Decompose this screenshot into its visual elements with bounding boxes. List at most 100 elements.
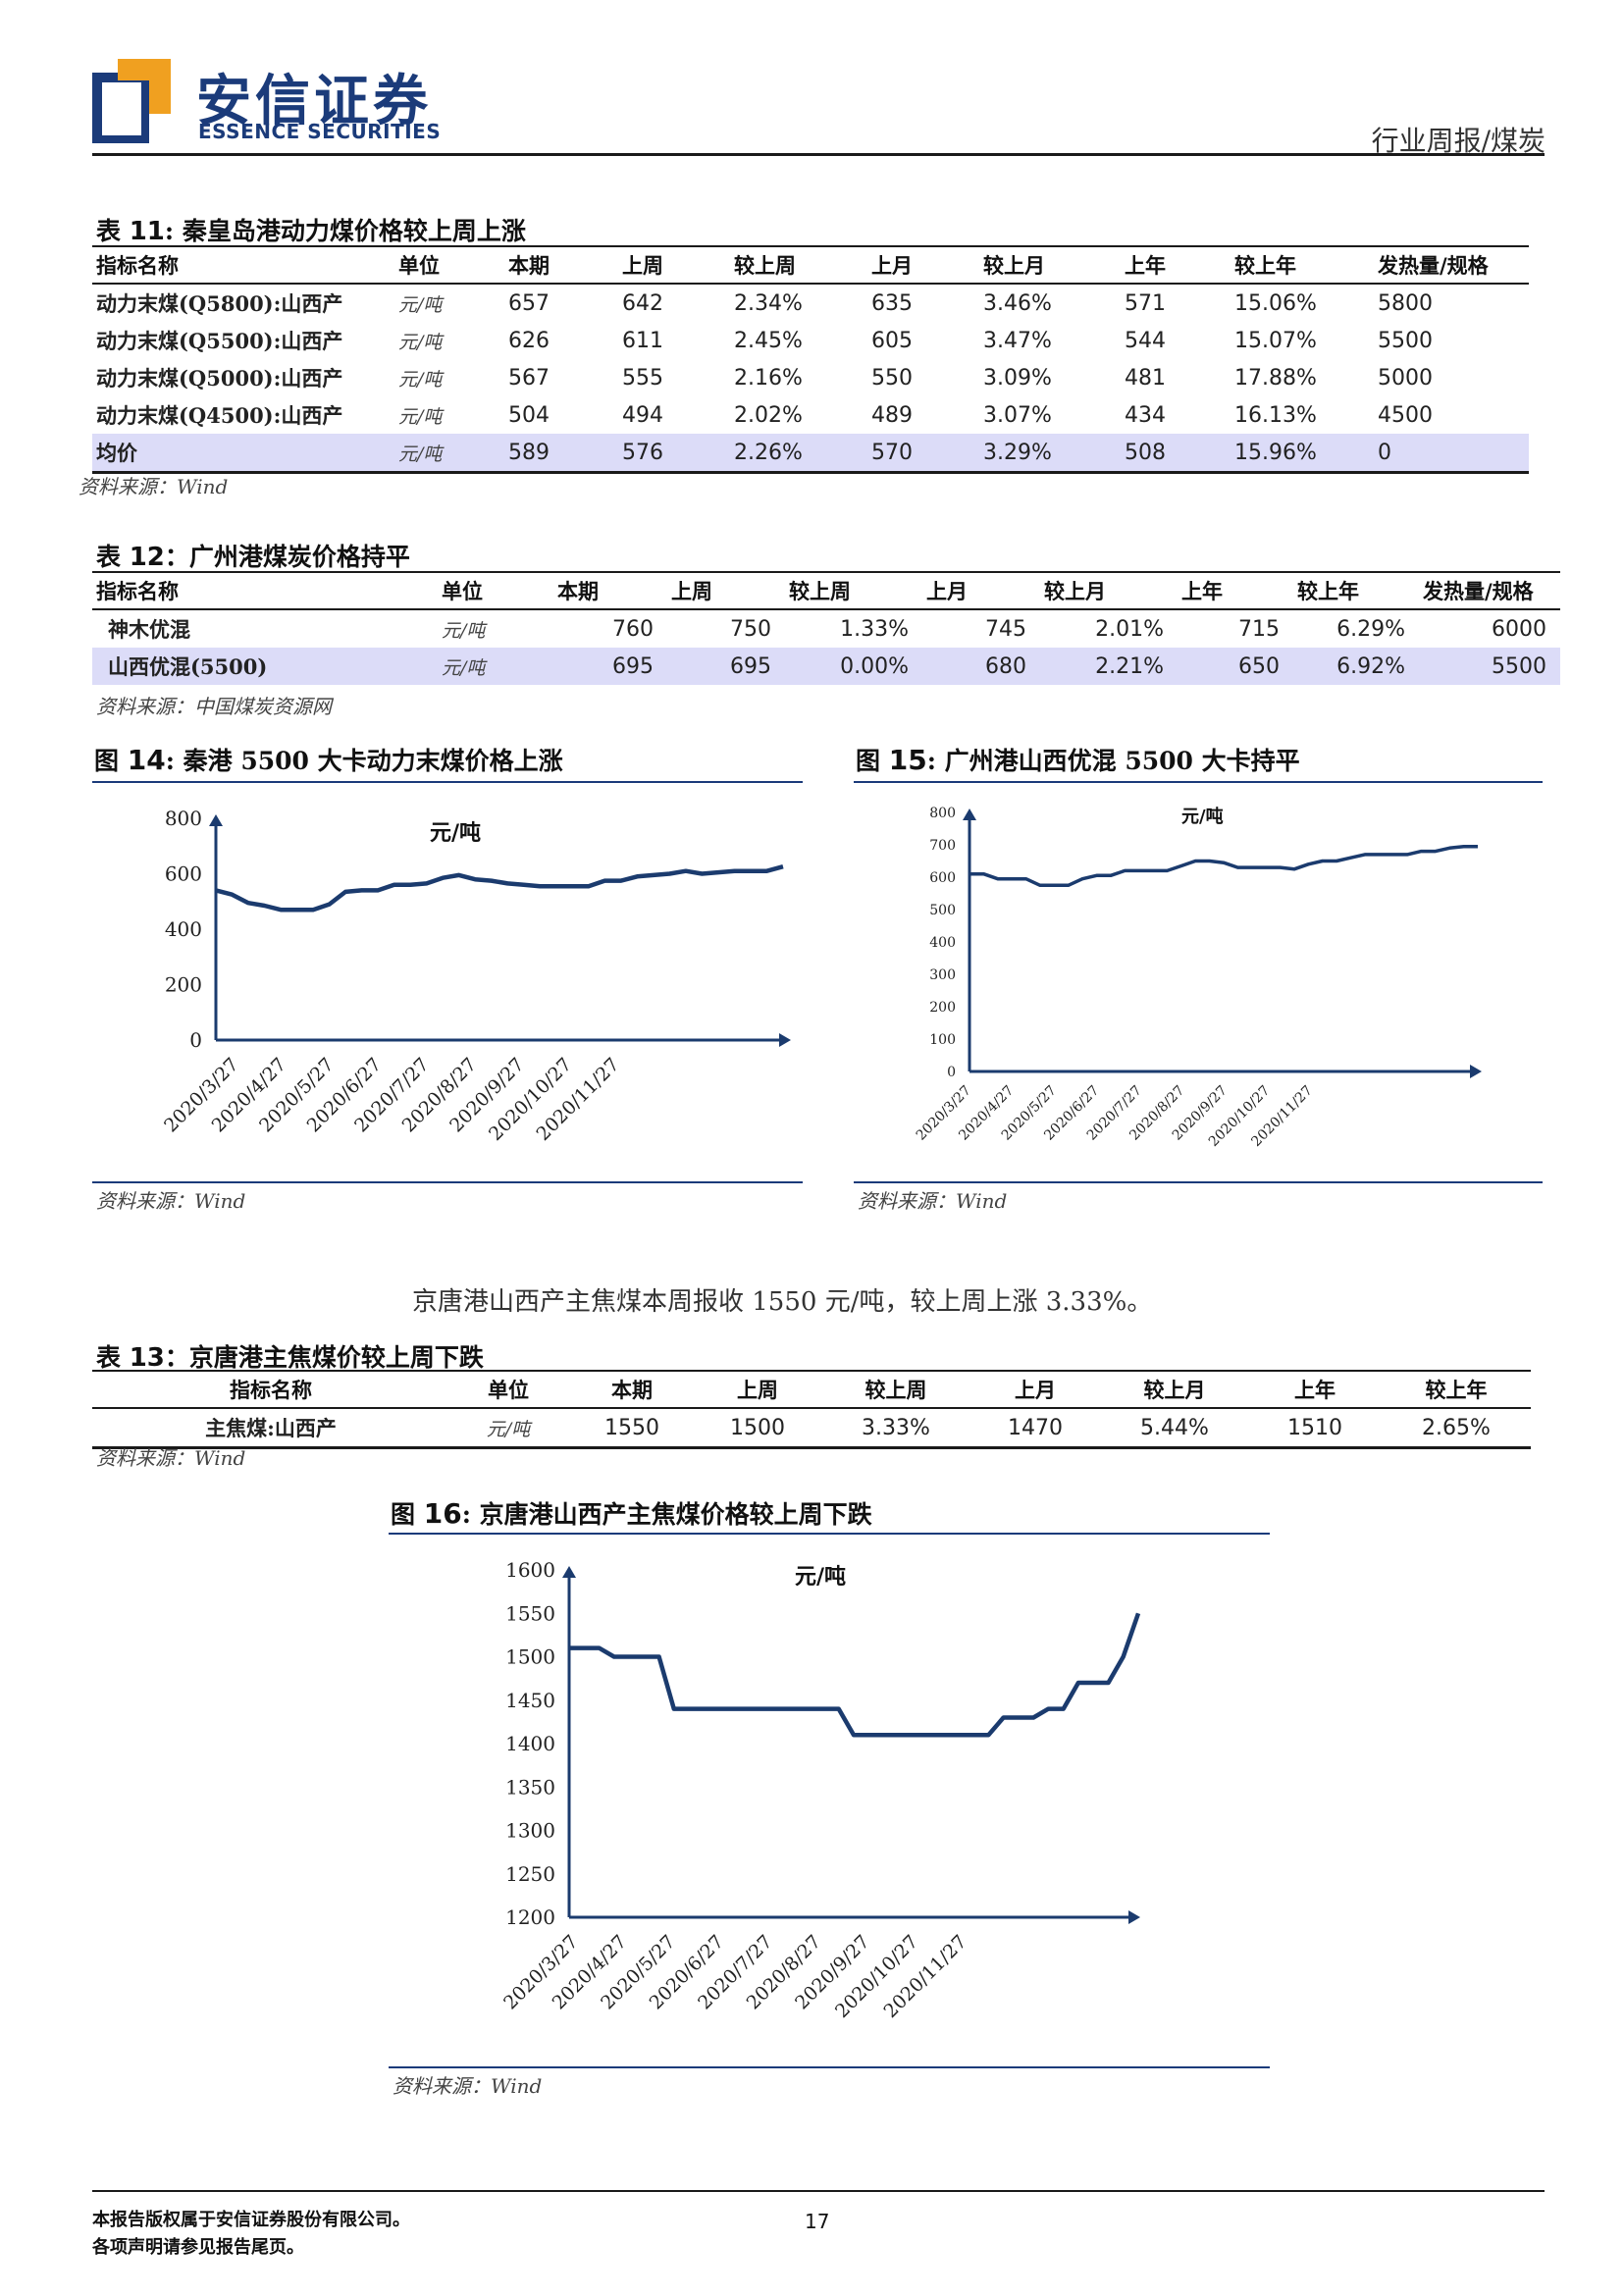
y-tick-label: 200 xyxy=(929,1000,956,1016)
series-line xyxy=(969,844,1478,888)
fig16-title: 图 16: 京唐港山西产主焦煤价格较上周下跌 xyxy=(391,1497,872,1530)
unit-cell: 元/吨 xyxy=(438,648,553,685)
table11-col-header: 本期 xyxy=(504,246,618,285)
y-tick-label: 0 xyxy=(947,1065,956,1080)
table12: 指标名称 单位 本期 上周 较上周 上月 较上月 上年 较上年 发热量/规格 神木优混 元/吨 760… xyxy=(92,571,1560,685)
unit-cell: 元/吨 xyxy=(398,331,443,353)
fig15-top-rule xyxy=(854,781,1543,783)
table13-col-header: 指标名称 xyxy=(92,1371,445,1409)
table12-col-header: 上月 xyxy=(922,572,1040,610)
value-cell: 6000 xyxy=(1492,616,1546,642)
table12-col-header: 上周 xyxy=(667,572,785,610)
table11-col-header: 较上周 xyxy=(730,246,867,285)
row-label: 山西优混(5500) xyxy=(92,648,438,685)
y-tick-label: 600 xyxy=(929,870,956,886)
body-paragraph: 京唐港山西产主焦煤本周报收 1550 元/吨，较上周上涨 3.33%。 xyxy=(412,1287,1153,1317)
value-cell: 2.45% xyxy=(734,328,803,353)
value-cell: 3.47% xyxy=(983,328,1052,353)
value-cell: 695 xyxy=(667,648,785,685)
value-cell: 695 xyxy=(553,648,667,685)
value-cell: 15.06% xyxy=(1234,290,1317,316)
table12-source: 资料来源：中国煤炭资源网 xyxy=(96,695,332,718)
table13-header-row: 指标名称 单位 本期 上周 较上周 上月 较上月 上年 较上年 xyxy=(92,1371,1531,1409)
table12-col-header: 较上年 xyxy=(1293,572,1419,610)
value-cell: 544 xyxy=(1125,328,1166,353)
unit-cell: 元/吨 xyxy=(398,293,443,316)
page-number: 17 xyxy=(805,2210,830,2233)
value-cell: 570 xyxy=(867,434,979,473)
value-cell: 2.21% xyxy=(1040,648,1178,685)
y-unit-label: 元/吨 xyxy=(1181,806,1224,827)
table-row: 动力末煤(Q4500):山西产 元/吨 504 494 2.02% 489 3.07% 434… xyxy=(92,396,1529,434)
y-unit-label: 元/吨 xyxy=(430,820,481,846)
table13-col-header: 单位 xyxy=(445,1371,567,1409)
y-tick-label: 1550 xyxy=(505,1601,555,1625)
value-cell: 2.01% xyxy=(1095,616,1164,642)
y-tick-label: 600 xyxy=(165,862,202,886)
fig14-chart: 0200400600800元/吨2020/3/272020/4/272020/5… xyxy=(160,807,791,1145)
value-cell: 508 xyxy=(1121,434,1231,473)
y-tick-label: 300 xyxy=(929,967,956,983)
value-cell: 481 xyxy=(1125,365,1166,391)
y-axis-arrow xyxy=(963,809,976,820)
y-tick-label: 1500 xyxy=(505,1645,555,1669)
table11-col-header: 发热量/规格 xyxy=(1374,246,1529,285)
row-label: 动力末煤(Q5000):山西产 xyxy=(96,366,343,391)
value-cell: 635 xyxy=(871,290,913,316)
y-axis-arrow xyxy=(209,814,223,826)
value-cell: 489 xyxy=(871,402,913,428)
fig16-top-rule xyxy=(389,1533,1270,1535)
value-cell: 550 xyxy=(871,365,913,391)
value-cell: 589 xyxy=(504,434,618,473)
table-row: 动力末煤(Q5500):山西产 元/吨 626 611 2.45% 605 3.47% 544… xyxy=(92,322,1529,359)
unit-cell: 元/吨 xyxy=(486,1418,531,1440)
value-cell: 1.33% xyxy=(840,616,909,642)
table11-col-header: 上年 xyxy=(1121,246,1231,285)
y-tick-label: 400 xyxy=(929,935,956,951)
report-section: 行业周报/煤炭 xyxy=(1371,125,1545,157)
table11-col-header: 上月 xyxy=(867,246,979,285)
value-cell: 567 xyxy=(508,365,550,391)
value-cell: 4500 xyxy=(1378,402,1433,428)
table13-col-header: 较上月 xyxy=(1097,1371,1248,1409)
x-axis-arrow xyxy=(779,1033,791,1047)
table12-col-header: 单位 xyxy=(438,572,553,610)
fig15-bottom-rule xyxy=(854,1181,1543,1183)
series-line xyxy=(215,864,784,913)
table12-header-row: 指标名称 单位 本期 上周 较上周 上月 较上月 上年 较上年 发热量/规格 xyxy=(92,572,1560,610)
table12-col-header: 较上月 xyxy=(1040,572,1178,610)
table11-col-header: 较上月 xyxy=(979,246,1121,285)
y-tick-label: 1250 xyxy=(505,1862,555,1886)
table11-col-header: 单位 xyxy=(394,246,504,285)
value-cell: 657 xyxy=(508,290,550,316)
table12-col-header: 指标名称 xyxy=(92,572,438,610)
table11-col-header: 上周 xyxy=(618,246,730,285)
y-tick-label: 200 xyxy=(165,973,202,997)
table12-col-header: 上年 xyxy=(1178,572,1293,610)
table11-source: 资料来源：Wind xyxy=(79,475,229,498)
value-cell: 2.02% xyxy=(734,402,803,428)
value-cell: 555 xyxy=(622,365,663,391)
y-tick-label: 800 xyxy=(929,806,956,821)
y-tick-label: 500 xyxy=(929,903,956,918)
table11-title: 表 11: 秦皇岛港动力煤价格较上周上涨 xyxy=(96,217,526,246)
table11-header-row: 指标名称 单位 本期 上周 较上周 上月 较上月 上年 较上年 发热量/规格 xyxy=(92,246,1529,285)
table13-col-header: 上年 xyxy=(1248,1371,1378,1409)
value-cell: 6.29% xyxy=(1336,616,1405,642)
value-cell: 3.29% xyxy=(979,434,1121,473)
fig14-title: 图 14: 秦港 5500 大卡动力末煤价格上涨 xyxy=(94,744,563,776)
value-cell: 2.26% xyxy=(730,434,867,473)
value-cell: 611 xyxy=(622,328,663,353)
unit-cell: 元/吨 xyxy=(394,434,504,473)
y-tick-label: 1300 xyxy=(505,1819,555,1843)
y-tick-label: 1350 xyxy=(505,1775,555,1799)
value-cell: 1470 xyxy=(1008,1415,1063,1440)
value-cell: 715 xyxy=(1238,616,1280,642)
table-row: 主焦煤:山西产 元/吨 1550 1500 3.33% 1470 5.44% 1510 2.65… xyxy=(92,1408,1531,1448)
value-cell: 1500 xyxy=(730,1415,785,1440)
header-divider xyxy=(92,153,1545,156)
y-tick-label: 0 xyxy=(189,1028,202,1052)
table-row: 均价 元/吨 589 576 2.26% 570 3.29% 508 15.96% 0 xyxy=(92,434,1529,473)
value-cell: 17.88% xyxy=(1234,365,1317,391)
